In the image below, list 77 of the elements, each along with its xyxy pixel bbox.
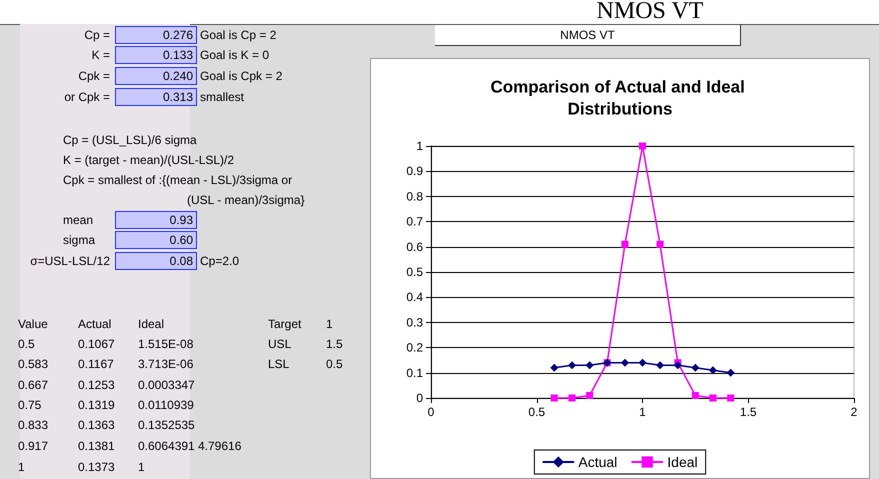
y-tick-label: 0.2	[406, 340, 424, 355]
text: 0.313	[115, 88, 197, 106]
text: smallest	[200, 89, 246, 106]
y-tick-label: 0.6	[406, 240, 424, 254]
point	[639, 142, 646, 150]
y-tick-label: 0.4	[406, 290, 424, 304]
text: 0.75 0.1319 0.0110939	[18, 397, 195, 414]
text: 0.93	[115, 211, 197, 229]
y-tick-label: 0.3	[406, 315, 424, 330]
point	[550, 394, 558, 402]
x-tick-label: 0	[428, 405, 435, 419]
text: Cpk =	[77, 68, 110, 85]
text: 0.5	[326, 356, 344, 373]
text: K = (target - mean)/(USL-LSL)/2	[63, 152, 236, 169]
point	[550, 364, 558, 372]
point	[568, 361, 576, 370]
legend-label: Ideal	[667, 454, 698, 470]
y-tick-label: 0.9	[406, 164, 424, 178]
x-tick-label: 0.5	[528, 405, 546, 419]
y-tick-label: 1	[416, 139, 424, 153]
text: 0.917 0.1381 0.6064391 4.79616	[18, 438, 242, 455]
text: USL	[268, 336, 292, 353]
x-tick-label: 1.5	[740, 405, 757, 419]
y-tick-label: 0.5	[406, 265, 424, 279]
point	[726, 368, 735, 377]
point	[656, 361, 664, 370]
text: Value Actual Ideal	[18, 316, 166, 333]
y-tick-label: 0.8	[406, 189, 424, 204]
text: 0.60	[115, 231, 197, 249]
text: Cp=2.0	[200, 253, 240, 270]
text: 0.133	[115, 46, 197, 64]
point	[692, 392, 699, 399]
text: Goal is K = 0	[200, 47, 270, 64]
text: 1 0.1373 1	[18, 459, 146, 476]
text: Cp = (USL_LSL)/6 sigma	[63, 132, 198, 149]
text: Goal is Cpk = 2	[200, 68, 284, 85]
text: or Cpk =	[63, 89, 110, 106]
point	[674, 361, 682, 370]
text: Cp =	[83, 27, 110, 44]
text: 0.833 0.1363 0.1352535	[18, 417, 196, 434]
text: 1	[326, 316, 334, 333]
text: σ=USL-LSL/12	[29, 253, 110, 270]
point	[586, 392, 594, 399]
text: Cpk = smallest of :{(mean - LSL)/3sigma or	[63, 172, 294, 189]
text: LSL	[268, 356, 290, 373]
point	[638, 358, 646, 367]
x-tick-label: 2	[850, 405, 858, 419]
text: Goal is Cp = 2	[200, 27, 278, 44]
chart-title: Comparison of Actual and Ideal Distributions	[490, 78, 750, 118]
legend-label: Actual	[578, 454, 618, 470]
point	[709, 394, 716, 402]
point	[691, 364, 700, 372]
y-tick-label: 0.7	[406, 214, 424, 229]
text: 0.240	[115, 67, 197, 85]
x-tick-label: 1	[639, 405, 646, 419]
text: 0.276	[115, 26, 197, 44]
point	[568, 394, 576, 402]
y-tick-label: 0.1	[406, 366, 424, 380]
text: 0.08	[115, 252, 197, 270]
point	[620, 358, 629, 367]
point	[656, 240, 664, 248]
text: NMOS VT	[0, 0, 879, 24]
text: (USL - mean)/3sigma}	[187, 192, 306, 209]
point	[586, 361, 594, 370]
point	[727, 394, 734, 402]
point	[621, 240, 628, 248]
text: 1.5	[326, 336, 344, 353]
y-tick-label: 0	[416, 391, 424, 405]
text: 0.667 0.1253 0.0003347	[18, 377, 196, 394]
text: mean	[63, 212, 94, 229]
text: 0.5 0.1067 1.515E-08	[18, 336, 194, 353]
text: NMOS VT	[435, 25, 741, 46]
text: Target	[268, 316, 302, 333]
point	[708, 366, 717, 374]
text: K =	[90, 47, 110, 64]
text: sigma	[63, 232, 96, 249]
text: 0.583 0.1167 3.713E-06	[18, 356, 194, 373]
